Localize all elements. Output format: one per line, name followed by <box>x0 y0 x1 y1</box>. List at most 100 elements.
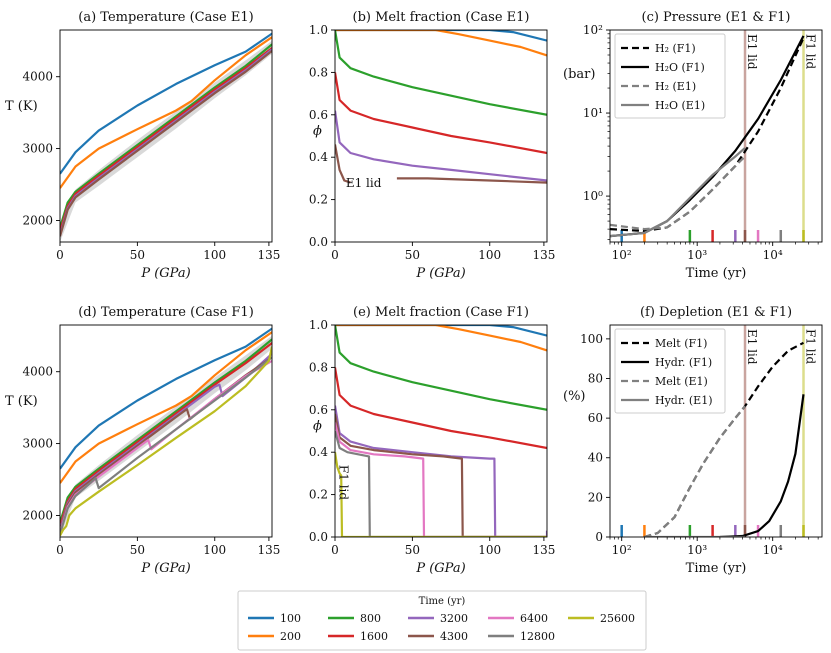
y-tick-label: 10² <box>583 23 603 37</box>
y-tick-label: 0.2 <box>309 193 328 207</box>
legend-label: H₂O (E1) <box>655 99 705 112</box>
series-line-1600 <box>60 342 272 527</box>
x-tick-label: 100 <box>203 543 226 557</box>
legend-box <box>614 33 726 119</box>
series-line-1600 <box>335 367 547 450</box>
legend-box <box>614 328 726 414</box>
time-legend-label: 3200 <box>440 612 468 625</box>
y-tick-label: 20 <box>588 490 603 504</box>
time-legend: Time (yr) 100 200 800 1600 3200 4300 6400 12800… <box>237 590 647 651</box>
x-tick-label: 135 <box>532 543 555 557</box>
y-axis-label: T (K) <box>5 99 38 114</box>
x-tick-label: 135 <box>532 248 555 262</box>
annotation-lid: E1 lid <box>346 176 382 190</box>
y-tick-label: 100 <box>580 332 603 346</box>
y-tick-label: 10⁰ <box>583 189 603 203</box>
y-tick-label: 0.6 <box>309 108 328 122</box>
series-line-6400 <box>60 359 272 534</box>
series-line-200 <box>335 30 547 57</box>
x-tick-label: 50 <box>405 543 420 557</box>
panel-f: (f) Depletion (E1 & F1) E1 lid F1 lid 10² 10… <box>563 305 823 576</box>
axes-frame <box>334 324 548 538</box>
series-line-1600 <box>60 47 272 232</box>
y-tick-label: 4000 <box>22 70 53 84</box>
series-line-800 <box>335 325 547 411</box>
lid-label: E1 lid <box>745 34 759 70</box>
series-line-100 <box>60 327 272 470</box>
time-legend-label: 25600 <box>600 612 635 625</box>
panel-e: (e) Melt fraction (Case F1) 0 50 100 135 0.0 0… <box>309 305 555 576</box>
series-line-12800 <box>335 430 547 537</box>
lid-label: F1 lid <box>804 329 818 364</box>
x-axis-label: P (GPa) <box>415 266 465 281</box>
panel-title: (a) Temperature (Case E1) <box>78 10 253 25</box>
panel-a: (a) Temperature (Case E1) 0 50 100 135 2000 30… <box>5 10 280 281</box>
series-line-100 <box>60 32 272 175</box>
legend-label: Hydr. (F1) <box>655 356 712 369</box>
y-tick-label: 0.4 <box>309 150 328 164</box>
axes-frame <box>609 324 823 538</box>
series-line-4300 <box>60 49 272 237</box>
y-tick-label: 2000 <box>22 508 53 522</box>
x-tick-label: 10⁴ <box>763 543 783 557</box>
axes-frame <box>609 29 823 243</box>
series-line-3200 <box>335 405 547 537</box>
series-line-h-e1- <box>610 155 746 231</box>
x-axis-label: P (GPa) <box>415 561 465 576</box>
x-tick-label: 100 <box>478 248 501 262</box>
series-line-200 <box>60 331 272 484</box>
x-axis-label: Time (yr) <box>686 266 747 281</box>
y-tick-label: 0.8 <box>309 360 328 374</box>
time-legend-label: 800 <box>360 612 381 625</box>
y-tick-label: 0 <box>595 530 603 544</box>
x-tick-label: 0 <box>331 248 339 262</box>
x-tick-label: 100 <box>478 543 501 557</box>
series-line-100 <box>335 325 547 337</box>
y-tick-label: 2000 <box>22 213 53 227</box>
x-tick-label: 0 <box>56 248 64 262</box>
series-line-800 <box>335 30 547 116</box>
series-line-25600 <box>60 346 272 537</box>
series-line-3200 <box>335 110 547 182</box>
y-tick-label: 80 <box>588 371 603 385</box>
y-tick-label: 0.8 <box>309 65 328 79</box>
series-line-melt-e1- <box>644 405 746 537</box>
time-legend-label: 200 <box>280 630 301 643</box>
x-tick-label: 10³ <box>687 248 707 262</box>
y-axis-label: (%) <box>563 389 586 404</box>
annotation-lid: F1 lid <box>337 465 351 500</box>
panel-title: (e) Melt fraction (Case F1) <box>353 305 529 320</box>
series-line-6400 <box>335 422 547 537</box>
y-axis-label: (bar) <box>563 67 595 82</box>
x-tick-label: 100 <box>203 248 226 262</box>
x-tick-label: 0 <box>331 543 339 557</box>
panel-d: (d) Temperature (Case F1) 0 50 100 135 2000 30… <box>5 305 280 576</box>
y-tick-label: 0.2 <box>309 488 328 502</box>
x-tick-label: 50 <box>130 248 145 262</box>
legend-label: H₂ (E1) <box>655 80 696 93</box>
panel-title: (d) Temperature (Case F1) <box>78 305 254 320</box>
legend-label: Melt (F1) <box>655 337 707 350</box>
x-axis-label: P (GPa) <box>140 561 190 576</box>
series-line-1600 <box>335 72 547 155</box>
x-tick-label: 50 <box>130 543 145 557</box>
axes-frame <box>334 29 548 243</box>
panel-title: (c) Pressure (E1 & F1) <box>642 10 791 25</box>
panel-title: (b) Melt fraction (Case E1) <box>353 10 530 25</box>
panel-title: (f) Depletion (E1 & F1) <box>640 305 792 320</box>
time-legend-label: 4300 <box>440 630 468 643</box>
time-legend-title: Time (yr) <box>419 596 466 607</box>
x-tick-label: 50 <box>405 248 420 262</box>
y-tick-label: 40 <box>588 451 603 465</box>
y-tick-label: 0.6 <box>309 403 328 417</box>
x-tick-label: 135 <box>257 543 280 557</box>
axes-frame <box>59 29 273 243</box>
series-line-4300 <box>396 177 547 184</box>
x-tick-label: 135 <box>257 248 280 262</box>
series-line-800 <box>60 338 272 523</box>
lid-label: F1 lid <box>804 34 818 69</box>
x-axis-label: P (GPa) <box>140 266 190 281</box>
series-line-4300 <box>335 413 547 537</box>
panel-b: (b) Melt fraction (Case E1) 0 50 100 135 0.0 0… <box>309 10 555 281</box>
legend-label: H₂ (F1) <box>655 42 696 55</box>
